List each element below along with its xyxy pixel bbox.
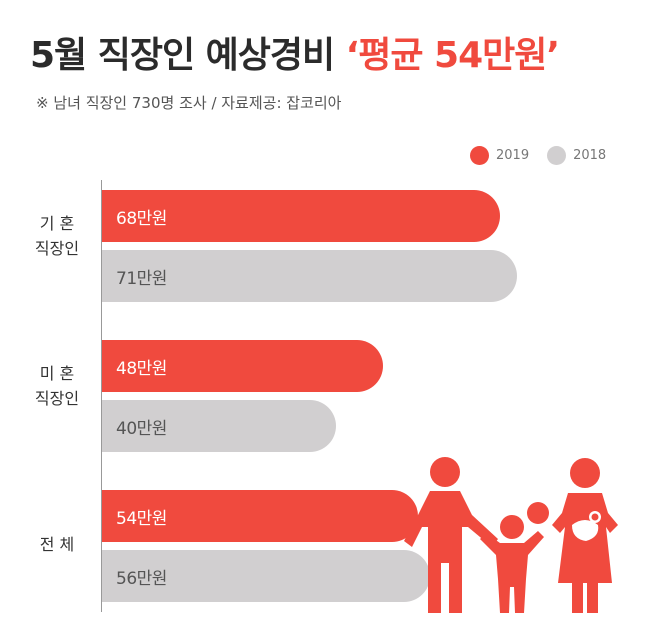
baby-face bbox=[591, 513, 599, 521]
bar-value-label: 56만원 bbox=[116, 568, 167, 589]
father-body bbox=[404, 491, 498, 613]
title-highlight: ‘평균 54만원’ bbox=[345, 35, 560, 76]
title-main: 5월 직장인 예상경비 bbox=[30, 35, 346, 76]
bar-value-label: 68만원 bbox=[116, 208, 167, 229]
child-head bbox=[500, 515, 524, 539]
legend-item-2018: 2018 bbox=[547, 146, 606, 165]
legend-swatch-2019 bbox=[470, 146, 489, 165]
category-axis-line bbox=[101, 180, 102, 612]
category-label: 전 체 bbox=[39, 535, 75, 554]
bar-2019: 54만원 bbox=[102, 490, 418, 542]
mother-head bbox=[570, 458, 600, 488]
legend-label-2018: 2018 bbox=[573, 148, 607, 163]
mother-body bbox=[552, 493, 618, 613]
child-body bbox=[480, 531, 544, 613]
bar-2019: 48만원 bbox=[102, 340, 383, 392]
bar-2018: 71만원 bbox=[102, 250, 517, 302]
father-head bbox=[430, 457, 460, 487]
legend-swatch-2018 bbox=[547, 146, 567, 165]
bar-2018: 40만원 bbox=[102, 400, 336, 452]
bar-value-label: 54만원 bbox=[116, 508, 167, 529]
category-label: 미 혼 직장인 bbox=[34, 364, 80, 408]
baby-body bbox=[572, 520, 599, 541]
legend-label-2019: 2019 bbox=[496, 148, 530, 163]
legend-item-2019: 2019 bbox=[470, 146, 529, 165]
chart-title: 5월 직장인 예상경비 ‘평균 54만원’ bbox=[30, 26, 560, 78]
bar-2018: 56만원 bbox=[102, 550, 430, 602]
chart-subtitle: ※ 남녀 직장인 730명 조사 / 자료제공: 잡코리아 bbox=[36, 94, 342, 112]
bar-value-label: 71만원 bbox=[116, 268, 167, 289]
bar-value-label: 48만원 bbox=[116, 358, 167, 379]
bar-2019: 68만원 bbox=[102, 190, 500, 242]
legend: 2019 2018 bbox=[470, 146, 616, 165]
child-hand-ball bbox=[527, 502, 549, 524]
family-icon bbox=[404, 457, 618, 613]
bar-value-label: 40만원 bbox=[116, 418, 167, 439]
category-label: 기 혼 직장인 bbox=[34, 214, 80, 258]
